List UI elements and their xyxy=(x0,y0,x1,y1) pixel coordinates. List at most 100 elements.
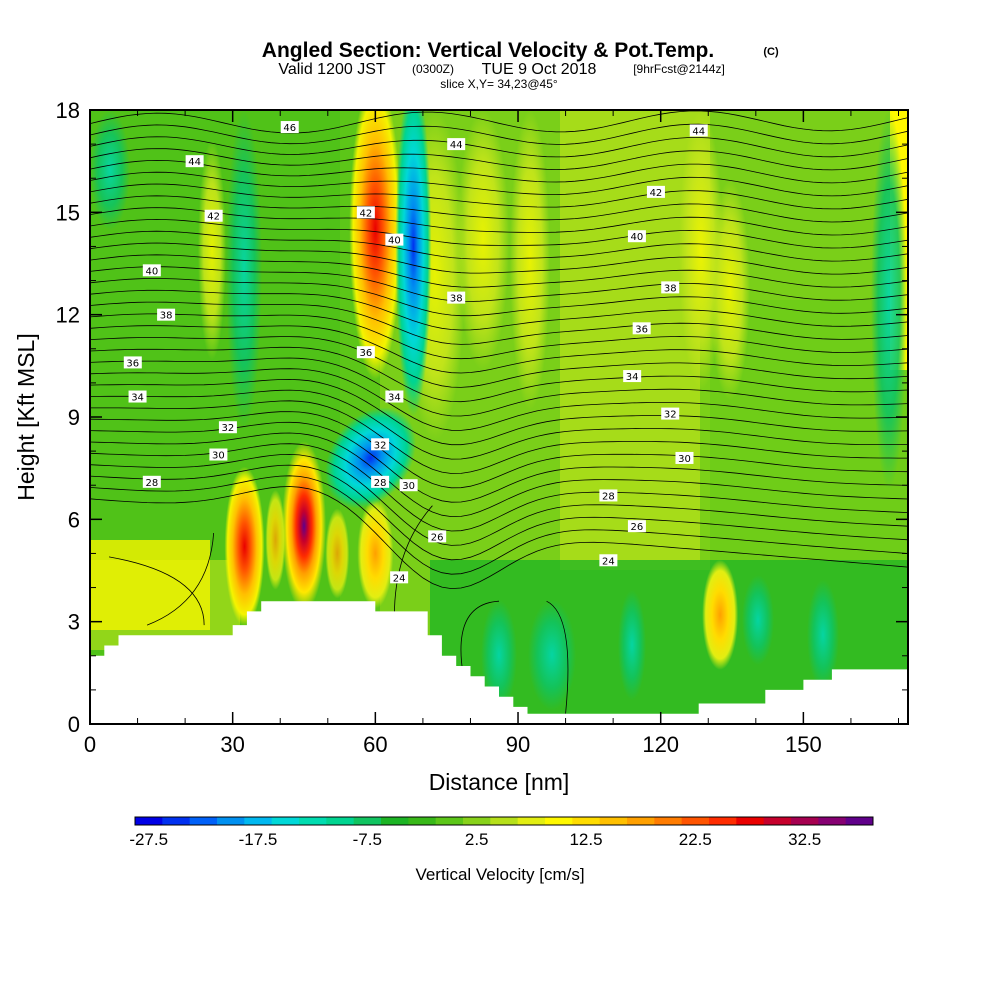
theta-contour-line xyxy=(90,313,908,360)
updraft-lobe xyxy=(265,489,286,590)
theta-label-box xyxy=(204,209,223,222)
theta-label: 44 xyxy=(185,155,204,168)
field-streak xyxy=(807,580,839,690)
colorbar-tick-label: -17.5 xyxy=(239,830,278,849)
y-axis-label: Height [Kft MSL] xyxy=(13,333,39,500)
theta-label: 32 xyxy=(661,407,680,421)
theta-label: 42 xyxy=(646,185,665,199)
theta-contour-line xyxy=(90,123,908,145)
theta-label-box xyxy=(675,451,694,464)
colorbar-tick-label: -27.5 xyxy=(129,830,168,849)
theta-label-text: 32 xyxy=(374,440,387,451)
theta-label-text: 36 xyxy=(635,324,648,335)
theta-label-box xyxy=(356,206,375,219)
theta-label-text: 36 xyxy=(359,348,372,359)
theta-contour-line xyxy=(90,159,908,184)
theta-contour-line xyxy=(90,346,908,403)
theta-label: 28 xyxy=(371,475,390,489)
colorbar-tick-label: -7.5 xyxy=(353,830,382,849)
theta-label-box xyxy=(627,230,646,243)
theta-contour-line xyxy=(90,254,908,288)
theta-label-text: 42 xyxy=(207,212,220,223)
theta-label: 28 xyxy=(142,475,161,489)
theta-contour-line xyxy=(146,532,215,626)
colorbar-swatch xyxy=(572,817,601,825)
theta-label-text: 40 xyxy=(388,236,401,247)
theta-label-box xyxy=(385,233,404,246)
theta-label: 26 xyxy=(428,530,447,543)
theta-label-box xyxy=(599,489,618,502)
colorbar-swatch xyxy=(736,817,765,825)
theta-contour-line xyxy=(90,389,908,460)
colorbar-tick-label: 2.5 xyxy=(465,830,489,849)
theta-label-text: 28 xyxy=(602,491,615,502)
theta-label: 34 xyxy=(623,370,642,383)
theta-label: 40 xyxy=(627,230,646,243)
colorbar-tick-label: 12.5 xyxy=(569,830,602,849)
theta-label-text: 44 xyxy=(188,157,201,168)
theta-label: 46 xyxy=(280,121,299,134)
theta-contour-line xyxy=(90,453,908,546)
colorbar-swatch xyxy=(189,817,218,825)
vertical-velocity-field xyxy=(90,110,908,724)
field-streak xyxy=(528,600,576,710)
theta-label-box xyxy=(371,475,390,488)
colorbar-swatch xyxy=(517,817,546,825)
field-warm-patch xyxy=(90,540,210,630)
theta-label-text: 26 xyxy=(631,522,644,533)
theta-label-box xyxy=(447,138,466,151)
colorbar-swatch xyxy=(791,817,819,825)
updraft-core xyxy=(224,466,265,627)
theta-label: 36 xyxy=(356,346,375,359)
colorbar-tick-label: 32.5 xyxy=(788,830,821,849)
theta-label-box xyxy=(142,475,161,488)
updraft-core xyxy=(357,498,394,609)
theta-label-text: 38 xyxy=(664,283,677,294)
theta-label-text: 26 xyxy=(431,532,444,543)
x-tick-label: 120 xyxy=(642,732,679,757)
updraft-core xyxy=(349,110,402,380)
theta-label-text: 42 xyxy=(359,208,372,219)
updraft-lobe xyxy=(325,508,350,599)
theta-label-box xyxy=(632,322,651,335)
colorbar-swatch xyxy=(654,817,683,825)
theta-label-box xyxy=(623,370,642,383)
theta-contour-line xyxy=(90,378,908,446)
theta-label-text: 40 xyxy=(145,266,158,277)
theta-label-text: 30 xyxy=(212,451,225,462)
valid-time-prefix: Valid 1200 JST xyxy=(278,61,386,78)
theta-contour-line xyxy=(90,278,908,317)
theta-label: 28 xyxy=(599,489,618,502)
theta-contour-line xyxy=(90,357,908,417)
theta-label: 34 xyxy=(128,390,147,404)
theta-label-text: 24 xyxy=(393,573,406,584)
theta-label-text: 34 xyxy=(388,393,401,404)
colorbar-swatch xyxy=(217,817,245,825)
theta-label-box xyxy=(356,346,375,359)
theta-contour-line xyxy=(90,301,908,345)
theta-label-text: 36 xyxy=(126,358,139,369)
theta-label: 24 xyxy=(599,554,618,567)
theta-label-text: 24 xyxy=(602,556,615,567)
theta-label-box xyxy=(428,530,447,543)
field-streak xyxy=(481,600,517,710)
y-tick-label: 9 xyxy=(68,405,80,430)
theta-label: 36 xyxy=(632,322,651,335)
theta-contour-line xyxy=(90,110,908,134)
updraft-core xyxy=(282,441,327,612)
theta-label-text: 32 xyxy=(664,410,677,421)
theta-label-box xyxy=(599,554,618,567)
plot-area: 46 44 44 44 42 42 42 40 40 40 38 38 38 36 36 36 34 34 34 32… xyxy=(90,110,908,724)
colorbar-swatch xyxy=(353,817,382,825)
theta-label: 30 xyxy=(399,479,418,492)
theta-contour-line xyxy=(90,218,908,249)
colorbar-swatch xyxy=(627,817,655,825)
theta-contour-line xyxy=(90,336,908,388)
valid-time-zulu: (0300Z) xyxy=(412,62,454,76)
chart-title: Angled Section: Vertical Velocity & Pot.… xyxy=(262,39,714,62)
theta-label-box xyxy=(209,448,228,461)
theta-label-box xyxy=(157,308,176,321)
x-axis: 0 30 60 90 120 150 xyxy=(84,110,899,757)
colorbar-swatch xyxy=(463,817,491,825)
theta-label-text: 32 xyxy=(222,423,235,434)
